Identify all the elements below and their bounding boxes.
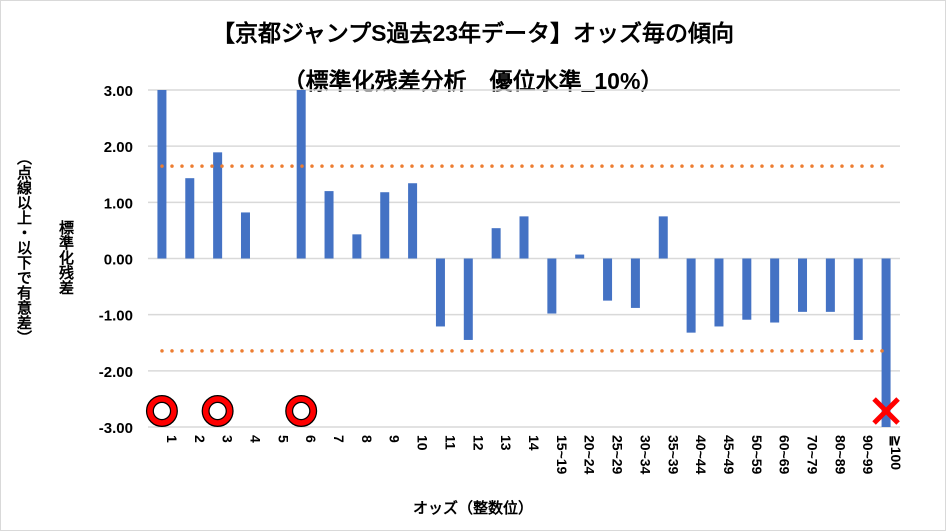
chart-title: 【京都ジャンプS過去23年データ】オッズ毎の傾向 <box>211 20 735 46</box>
x-tick-label: 40~44 <box>693 435 709 475</box>
bar <box>853 258 863 340</box>
bar <box>352 234 362 259</box>
circle-marker <box>147 396 177 426</box>
x-tick-label: 25~29 <box>610 435 626 475</box>
x-tick-label: ≧100 <box>888 435 904 470</box>
x-tick-label: 11 <box>442 435 458 450</box>
x-tick-label: 45~49 <box>721 435 737 475</box>
x-tick-label: 90~99 <box>860 435 876 475</box>
x-tick-label: 80~89 <box>832 435 848 475</box>
x-tick-label: 30~34 <box>637 435 653 475</box>
x-tick-label: 9 <box>387 435 403 443</box>
x-tick-label: 35~39 <box>665 435 681 475</box>
bar <box>463 258 473 340</box>
bar <box>658 216 668 259</box>
bar <box>157 90 167 259</box>
x-tick-label: 10 <box>415 435 431 451</box>
bar <box>491 228 501 259</box>
bar <box>185 178 195 259</box>
y-tick-label: 2.00 <box>104 139 133 156</box>
y-tick-label: 0.00 <box>104 252 133 269</box>
bar <box>296 90 306 259</box>
x-tick-label: 3 <box>220 435 236 443</box>
x-tick-label: 5 <box>275 435 291 443</box>
y-axis-label-note: （点線以上・以下で有意差） <box>15 150 32 345</box>
bar <box>714 258 724 327</box>
bar <box>686 258 696 333</box>
x-tick-label: 14 <box>526 435 542 451</box>
x-tick-label: 20~24 <box>582 435 598 475</box>
y-tick-label: -1.00 <box>99 308 133 325</box>
y-tick-label: 3.00 <box>104 83 133 100</box>
circle-marker <box>286 396 316 426</box>
x-axis-label: オッズ（整数位） <box>412 500 533 517</box>
x-tick-label: 60~69 <box>777 435 793 475</box>
circle-marker <box>202 396 233 426</box>
y-tick-label: 1.00 <box>104 195 133 212</box>
bar <box>630 258 640 308</box>
bar <box>770 258 780 323</box>
bar <box>825 258 835 312</box>
bar <box>881 258 891 427</box>
bar <box>240 212 250 259</box>
y-axis-label: 標準化残差 <box>57 220 74 295</box>
bar <box>324 191 334 259</box>
x-tick-label: 6 <box>303 435 319 443</box>
x-tick-label: 8 <box>359 435 375 443</box>
bar <box>575 254 585 259</box>
x-tick-label: 13 <box>498 435 514 451</box>
bar <box>435 258 445 327</box>
y-tick-label: -3.00 <box>99 420 133 437</box>
bar <box>603 258 613 301</box>
x-tick-label: 7 <box>331 435 347 443</box>
bar <box>213 152 223 259</box>
bar <box>742 258 752 320</box>
x-tick-label: 50~59 <box>749 435 765 475</box>
x-tick-label: 15~19 <box>554 435 570 475</box>
x-tick-label: 4 <box>247 435 263 443</box>
x-tick-label: 12 <box>470 435 486 451</box>
y-tick-label: -2.00 <box>99 364 133 381</box>
x-tick-label: 70~79 <box>805 435 821 475</box>
bar <box>519 216 529 259</box>
bar <box>380 192 390 259</box>
bar <box>547 258 557 314</box>
bar <box>408 183 418 259</box>
x-tick-label: 2 <box>192 435 208 443</box>
x-tick-label: 1 <box>164 435 180 443</box>
bar <box>798 258 808 312</box>
cross-marker <box>872 397 900 425</box>
